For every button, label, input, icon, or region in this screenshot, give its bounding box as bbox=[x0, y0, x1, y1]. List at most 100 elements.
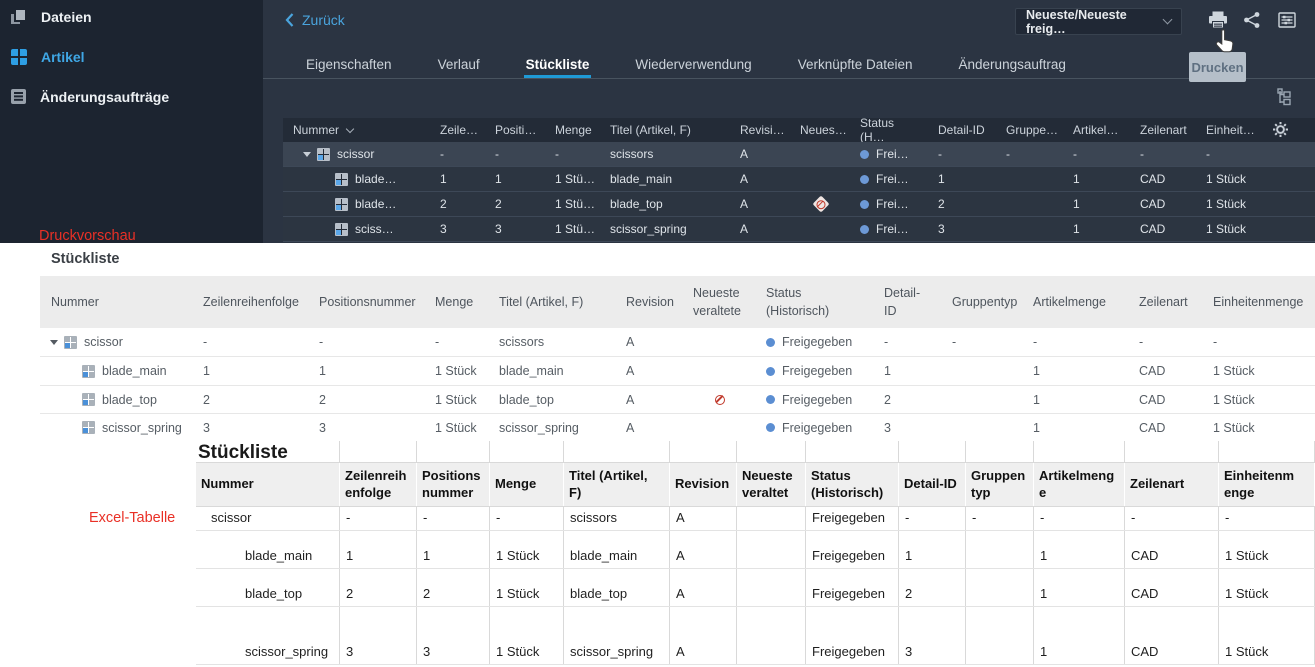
hierarchy-view-button[interactable] bbox=[1275, 88, 1295, 110]
cell-value: 1 Stück bbox=[435, 420, 477, 435]
cell-gruppentyp bbox=[966, 569, 1034, 606]
tab-verknpftedateien[interactable]: Verknüpfte Dateien bbox=[797, 56, 913, 72]
cell-value: - bbox=[884, 335, 889, 349]
cell-value: scissor_spring bbox=[570, 644, 654, 659]
cell-value: 2 bbox=[346, 586, 354, 601]
cell-value: CAD bbox=[1131, 644, 1159, 659]
cell-status: Freigegeben bbox=[806, 569, 899, 606]
column-header-menge[interactable]: Menge bbox=[545, 118, 600, 142]
display-options-button[interactable] bbox=[1276, 11, 1298, 31]
table-row: scissor - - - scissors A Freigegeben - - - - - bbox=[40, 328, 1315, 357]
table-row[interactable]: blade… 2 2 1 Stü… blade_top A Frei… 2 1 CAD 1 Stüc… bbox=[283, 192, 1315, 217]
column-header-revision[interactable]: Revisi… bbox=[730, 118, 790, 142]
column-header-label: Zeile… bbox=[440, 123, 479, 137]
cell-value: - bbox=[1225, 510, 1230, 525]
column-header-label: Detail-ID bbox=[904, 476, 957, 492]
cell-neueste-veraltet bbox=[737, 607, 806, 664]
cell-positionsnummer: 2 bbox=[485, 192, 545, 216]
column-header-gruppentyp[interactable]: Gruppe… bbox=[996, 118, 1063, 142]
cell-neueste-veraltet bbox=[682, 386, 755, 413]
column-header-positionsnummer: Positionsnummer bbox=[308, 276, 424, 328]
expand-caret-icon[interactable] bbox=[50, 339, 58, 345]
tab-nderungsauftrag[interactable]: Änderungsauftrag bbox=[958, 56, 1066, 72]
column-header-label: Einheitenmenge bbox=[1213, 294, 1304, 309]
cell-nummer: blade_top bbox=[196, 569, 340, 606]
item-number: scissor bbox=[211, 510, 252, 525]
cell-value: 1 Stück bbox=[1225, 548, 1269, 563]
status-dot-icon bbox=[860, 199, 869, 209]
column-header-detail-id: Detail- ID bbox=[873, 276, 941, 328]
cell-neueste-veraltet bbox=[790, 192, 850, 216]
column-header-detail-id[interactable]: Detail-ID bbox=[928, 118, 996, 142]
status-label: Freigegeben bbox=[782, 335, 853, 349]
cell-revision: A bbox=[670, 531, 737, 568]
revision-rule-dropdown[interactable]: Neueste/Neueste freig… bbox=[1015, 7, 1182, 36]
expand-caret-icon[interactable] bbox=[303, 151, 311, 157]
mouse-cursor-pointer bbox=[1215, 28, 1237, 58]
column-header-status: Status (Historisch) bbox=[755, 276, 873, 328]
cell-value: blade_top bbox=[499, 392, 554, 407]
sidebar-item-dateien[interactable]: Dateien bbox=[0, 3, 263, 30]
back-button[interactable]: Zurück bbox=[285, 12, 345, 28]
cell-zeilenreihenfolge: - bbox=[340, 507, 417, 530]
cell-menge: 1 Stück bbox=[424, 357, 488, 385]
cell-titel: scissors bbox=[564, 507, 670, 530]
column-header-zeilenreihenfolge: Zeilenreihenfolge bbox=[192, 276, 308, 328]
cell-value: A bbox=[676, 644, 685, 659]
cell-value: scissors bbox=[499, 335, 545, 349]
share-button[interactable] bbox=[1241, 11, 1263, 31]
cell-menge: 1 Stück bbox=[424, 386, 488, 413]
gear-button[interactable] bbox=[1272, 121, 1289, 141]
column-header-nummer[interactable]: Nummer bbox=[283, 118, 430, 142]
column-header-neueste-veraltet: Neueste veraltete bbox=[682, 276, 755, 328]
cell-gruppentyp bbox=[996, 217, 1063, 241]
column-header-zeilenreihenfolge[interactable]: Zeile… bbox=[430, 118, 485, 142]
column-header-artikelmenge[interactable]: Artikel… bbox=[1063, 118, 1130, 142]
column-header-positionsnummer[interactable]: Positi… bbox=[485, 118, 545, 142]
cell-value: scissor_spring bbox=[499, 420, 579, 435]
item-number: blade_main bbox=[245, 548, 313, 563]
item-number: scissor bbox=[337, 147, 375, 161]
cell-positionsnummer: 2 bbox=[417, 569, 490, 606]
share-icon bbox=[1244, 12, 1260, 28]
tab-stckliste[interactable]: Stückliste bbox=[523, 50, 592, 78]
column-header-einheitenmenge[interactable]: Einheit… bbox=[1196, 118, 1262, 142]
tab-eigenschaften[interactable]: Eigenschaften bbox=[306, 56, 392, 72]
column-header-zeilenart[interactable]: Zeilenart bbox=[1130, 118, 1196, 142]
column-header-titel[interactable]: Titel (Artikel, F) bbox=[600, 118, 730, 142]
cell-artikelmenge: - bbox=[1034, 507, 1125, 530]
revision-rule-value: Neueste/Neueste freig… bbox=[1026, 7, 1127, 36]
cell-gruppentyp: - bbox=[996, 142, 1063, 166]
print-button[interactable] bbox=[1207, 11, 1229, 31]
print-tooltip: Drucken bbox=[1189, 52, 1246, 82]
sidebar-item-artikel[interactable]: Artikel bbox=[0, 43, 263, 70]
cell-nummer: scissor bbox=[40, 328, 192, 356]
cell-zeilenreihenfolge: 1 bbox=[192, 357, 308, 385]
item-number: scissor bbox=[84, 335, 123, 349]
cell-titel: blade_main bbox=[488, 357, 615, 385]
column-header-label: Zeilenart bbox=[1140, 123, 1187, 137]
table-row[interactable]: scissor - - - scissors A Frei… - - - - - bbox=[283, 142, 1315, 167]
tab-wiederverwendung[interactable]: Wiederverwendung bbox=[635, 56, 752, 72]
table-row[interactable]: sciss… 3 3 1 Stü… scissor_spring A Frei… 3 1 CAD 1… bbox=[283, 217, 1315, 242]
cell-zeilenreihenfolge: 2 bbox=[430, 192, 485, 216]
cell-menge: 1 Stück bbox=[424, 414, 488, 441]
tab-verlauf[interactable]: Verlauf bbox=[437, 56, 480, 72]
cell-zeilenart: CAD bbox=[1128, 357, 1202, 385]
cell-titel: blade_main bbox=[600, 167, 730, 191]
table-row[interactable]: blade… 1 1 1 Stü… blade_main A Frei… 1 1 CAD 1 Stü… bbox=[283, 167, 1315, 192]
part-item-icon bbox=[64, 335, 77, 349]
cell-revision: A bbox=[615, 328, 682, 356]
sidebar-item-label: Änderungsaufträge bbox=[40, 88, 170, 105]
cell-value: - bbox=[1006, 147, 1010, 161]
cell-value: 1 bbox=[203, 364, 210, 378]
cell-status: Freigegeben bbox=[755, 328, 873, 356]
column-header-neueste-veraltet[interactable]: Neues… bbox=[790, 118, 850, 142]
column-header-status[interactable]: Status (H… bbox=[850, 118, 928, 142]
sidebar-item-aenderungsauftraege[interactable]: Änderungsaufträge bbox=[0, 83, 263, 110]
cell-menge: - bbox=[490, 507, 564, 530]
column-header-label: Titel (Artikel, F) bbox=[499, 294, 584, 309]
cell-value: 2 bbox=[938, 197, 945, 211]
cell-value: 1 Stück bbox=[1206, 172, 1247, 186]
table-header-row: Nummer Zeilenreihenfolge Positionsnummer Me… bbox=[40, 276, 1315, 328]
